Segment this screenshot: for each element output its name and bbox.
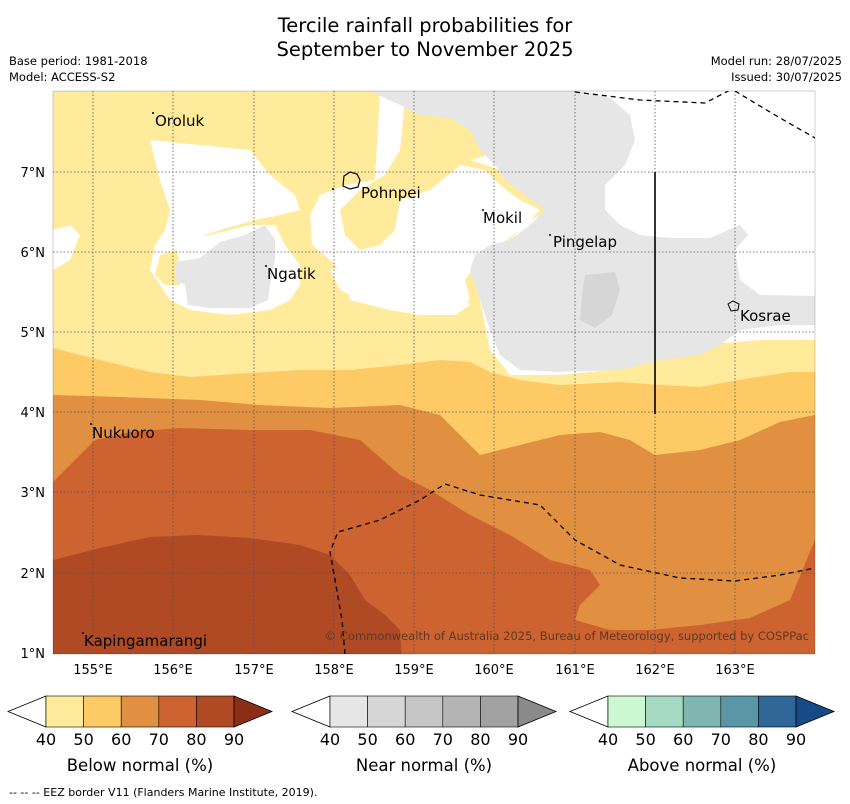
legend-swatch: [682, 695, 722, 728]
lon-tick-label: 162°E: [635, 663, 675, 678]
probability-fields: [53, 91, 815, 654]
lat-tick-label: 3°N: [21, 486, 46, 501]
legend-tick-label: 80: [748, 730, 768, 749]
model-run-text: Model run: 28/07/2025: [710, 54, 842, 68]
legend-swatch: [196, 695, 235, 728]
lat-tick-label: 7°N: [21, 166, 46, 181]
title-line-2: September to November 2025: [276, 38, 574, 61]
legend-arrow-high: [517, 695, 558, 728]
kosrae-island-outline: [727, 300, 740, 312]
meta-right: Model run: 28/07/2025 Issued: 30/07/2025: [711, 53, 842, 85]
legend-swatch: [720, 695, 759, 728]
legend-tick-label: 80: [470, 730, 490, 749]
place-label-ngatik: Ngatik: [267, 265, 316, 283]
legend-swatch: [120, 695, 160, 728]
legend-arrow-high: [795, 695, 836, 728]
legend-tick-label: 60: [673, 730, 693, 749]
legend-tick-label: 40: [598, 730, 618, 749]
legend-swatch: [645, 695, 684, 728]
legend-near-normal: 40 50 60 70 80 90: [290, 695, 558, 749]
place-marker-pingelap: [549, 234, 551, 236]
lat-tick-label: 2°N: [21, 567, 46, 582]
place-label-kosrae: Kosrae: [740, 307, 791, 325]
legend-tick-label: 70: [433, 730, 453, 749]
legend-below-normal: 40 50 60 70 80 90: [6, 695, 274, 749]
legend-tick-label: 90: [224, 730, 244, 749]
legend-swatch: [442, 695, 481, 728]
legend-tick-label: 50: [635, 730, 655, 749]
lon-grid: [92, 91, 736, 654]
legend-tick-label: 70: [149, 730, 169, 749]
legend-arrow-low: [290, 695, 331, 728]
lat-grid: [53, 171, 815, 574]
legend-tick-label: 40: [320, 730, 340, 749]
place-label-pingelap: Pingelap: [553, 233, 617, 251]
place-marker-ngatik: [265, 265, 267, 267]
lon-tick-label: 155°E: [73, 663, 113, 678]
lon-tick-label: 157°E: [234, 663, 274, 678]
place-marker-mokil: [482, 209, 484, 211]
place-label-mokil: Mokil: [483, 209, 522, 227]
lon-tick-label: 158°E: [314, 663, 354, 678]
eez-footnote: -- -- -- EEZ border V11 (Flanders Marine…: [9, 786, 318, 799]
legend-above-normal: 40 50 60 70 80 90: [568, 695, 836, 749]
legend-label-below: Below normal (%): [66, 756, 214, 775]
legend-tick-label: 60: [111, 730, 131, 749]
legend-swatch: [480, 695, 519, 728]
legend-swatch: [758, 695, 797, 728]
map-frame: [52, 90, 816, 655]
model-text: Model: ACCESS-S2: [9, 70, 116, 84]
legend-swatch: [83, 695, 122, 728]
legend-swatch: [607, 695, 646, 728]
map-title: Tercile rainfall probabilities for Septe…: [0, 14, 850, 62]
legend-arrow-low: [6, 695, 47, 728]
legend-swatch: [45, 695, 84, 728]
legend-swatch: [329, 695, 368, 728]
place-label-nukuoro: Nukuoro: [92, 424, 155, 442]
title-line-1: Tercile rainfall probabilities for: [277, 14, 573, 37]
legend-tick-label: 90: [786, 730, 806, 749]
lon-tick-label: 163°E: [715, 663, 755, 678]
place-marker-kapingamarangi: [82, 632, 84, 634]
copyright-text: © Commonwealth of Australia 2025, Bureau…: [325, 629, 809, 643]
legend-arrow-high: [233, 695, 274, 728]
legend-tick-label: 80: [186, 730, 206, 749]
issued-text: Issued: 30/07/2025: [731, 70, 842, 84]
eez-borders: [329, 91, 815, 654]
lon-tick-label: 160°E: [474, 663, 514, 678]
legend-tick-label: 90: [508, 730, 528, 749]
legend-label-near: Near normal (%): [355, 756, 493, 775]
lat-tick-label: 6°N: [21, 246, 46, 261]
legend-swatch: [367, 695, 406, 728]
legend-swatch: [158, 695, 197, 728]
legend-tick-label: 70: [711, 730, 731, 749]
pohnpei-island-outline: [342, 171, 361, 190]
place-marker-nukuoro: [90, 423, 92, 425]
lat-tick-label: 5°N: [21, 326, 46, 341]
lon-tick-label: 159°E: [394, 663, 434, 678]
eez-border-north: [574, 91, 815, 139]
lon-tick-label: 156°E: [153, 663, 193, 678]
eez-border-south: [329, 483, 815, 654]
legend-arrow-low: [568, 695, 609, 728]
lon-tick-label: 161°E: [555, 663, 595, 678]
place-label-oroluk: Oroluk: [155, 112, 204, 130]
legend-tick-label: 60: [395, 730, 415, 749]
meta-left: Base period: 1981-2018 Model: ACCESS-S2: [9, 53, 148, 85]
legend-label-above: Above normal (%): [627, 756, 777, 775]
legend-tick-label: 50: [357, 730, 377, 749]
legend-tick-label: 50: [73, 730, 93, 749]
lat-tick-label: 1°N: [21, 647, 46, 662]
base-period-text: Base period: 1981-2018: [9, 54, 148, 68]
place-label-pohnpei: Pohnpei: [361, 184, 421, 202]
place-marker-oroluk: [152, 112, 154, 114]
lat-tick-label: 4°N: [21, 406, 46, 421]
place-marker-pohnpei-reef: [332, 188, 334, 190]
place-label-kapingamarangi: Kapingamarangi: [84, 632, 207, 650]
legend-tick-label: 40: [36, 730, 56, 749]
legend-swatch: [404, 695, 444, 728]
